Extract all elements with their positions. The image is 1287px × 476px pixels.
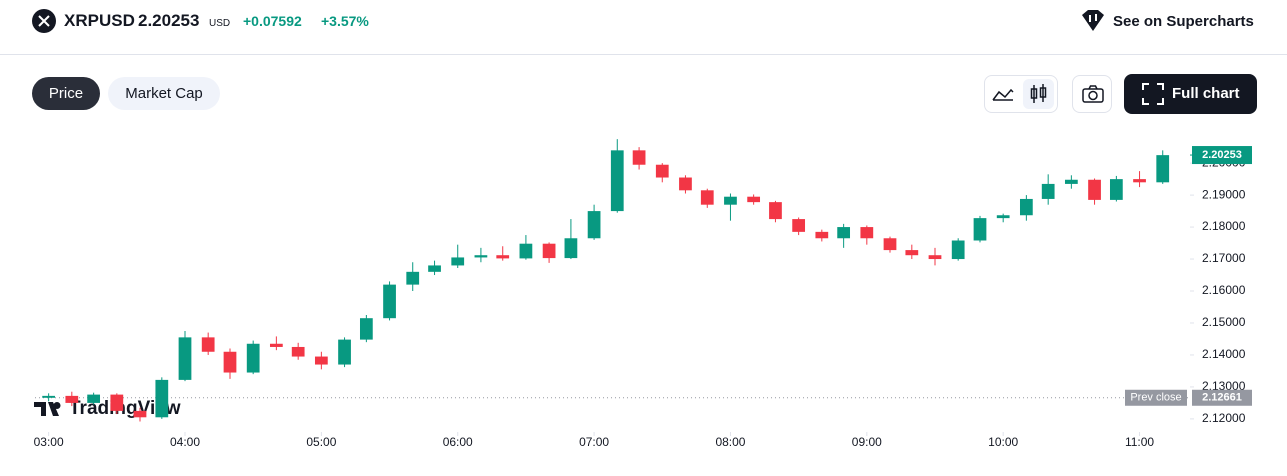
candle-body bbox=[1088, 179, 1101, 200]
full-chart-button[interactable]: Full chart bbox=[1124, 74, 1257, 114]
candle-body bbox=[951, 240, 965, 260]
last-price: 2.20253 bbox=[1202, 149, 1242, 161]
candle-body bbox=[406, 271, 420, 285]
separator bbox=[0, 54, 1287, 55]
x-tick-label: 09:00 bbox=[852, 435, 882, 449]
candle-body bbox=[133, 410, 147, 418]
candle-body bbox=[973, 218, 987, 241]
x-tick-label: 10:00 bbox=[988, 435, 1018, 449]
candle-body bbox=[110, 394, 124, 411]
candle-body bbox=[587, 211, 601, 239]
candle-body bbox=[700, 190, 714, 205]
candle-body bbox=[632, 150, 646, 165]
y-tick-label: 2.17000 bbox=[1202, 251, 1246, 265]
line-style-button[interactable] bbox=[991, 84, 1015, 104]
tab[interactable]: Price bbox=[32, 77, 100, 110]
candle-body bbox=[223, 351, 237, 373]
candle-body bbox=[655, 164, 669, 178]
tab[interactable]: Market Cap bbox=[108, 77, 220, 110]
candle-body bbox=[359, 318, 373, 340]
candle-body bbox=[610, 150, 624, 212]
candle-body bbox=[928, 255, 942, 260]
x-tick-label: 05:00 bbox=[306, 435, 336, 449]
watermark-text: TradingView bbox=[69, 398, 181, 419]
prev-close-tag bbox=[1125, 389, 1187, 406]
price: 2.20253 bbox=[138, 11, 200, 30]
y-tick-label: 2.14000 bbox=[1202, 347, 1246, 361]
x-tick-label: 04:00 bbox=[170, 435, 200, 449]
candle-body bbox=[679, 177, 692, 191]
x-tick-label: 11:00 bbox=[1125, 435, 1154, 449]
chart-style-group bbox=[984, 75, 1058, 113]
candle-body bbox=[314, 356, 328, 365]
candle-body bbox=[1156, 155, 1170, 183]
candle-body bbox=[996, 215, 1010, 219]
candle-body bbox=[201, 337, 215, 352]
candle-body bbox=[1041, 183, 1055, 199]
candle-body bbox=[792, 219, 806, 232]
candle-body bbox=[747, 196, 761, 203]
y-tick-label: 2.13000 bbox=[1202, 379, 1246, 393]
prev-close-value: 2.12661 bbox=[1202, 392, 1242, 404]
candle-body bbox=[837, 227, 851, 239]
candle-body bbox=[519, 243, 533, 259]
y-tick-label: 2.19000 bbox=[1202, 187, 1246, 201]
candle-style-button[interactable] bbox=[1023, 79, 1054, 109]
candle-body bbox=[65, 395, 79, 403]
symbol: XRPUSD bbox=[64, 11, 135, 30]
y-tick-label: 2.15000 bbox=[1202, 315, 1246, 329]
candle-body bbox=[883, 238, 897, 251]
candle-body bbox=[178, 337, 192, 380]
x-tick-label: 08:00 bbox=[715, 435, 745, 449]
candle-body bbox=[428, 265, 441, 272]
candle-body bbox=[1064, 179, 1078, 184]
x-tick-label: 07:00 bbox=[579, 435, 609, 449]
currency: USD bbox=[209, 18, 231, 29]
change: +0.07592 bbox=[243, 13, 302, 29]
candle-body bbox=[383, 284, 396, 319]
candle-body bbox=[905, 250, 919, 256]
y-tick-label: 2.12000 bbox=[1202, 411, 1246, 425]
candle-body bbox=[542, 243, 556, 259]
candle-body bbox=[564, 238, 578, 259]
x-tick-label: 06:00 bbox=[443, 435, 473, 449]
candle-body bbox=[1133, 179, 1146, 183]
change-percent: +3.57% bbox=[321, 13, 369, 29]
supercharts-icon[interactable] bbox=[1080, 9, 1106, 33]
last-price-tag bbox=[1192, 146, 1252, 165]
candle-body bbox=[155, 379, 169, 418]
prev-close-label: Prev close bbox=[1130, 392, 1181, 404]
full-chart-label: Full chart bbox=[1172, 85, 1240, 102]
candle-body bbox=[42, 395, 56, 398]
symbol-icon bbox=[32, 9, 56, 33]
snapshot-button[interactable] bbox=[1072, 75, 1112, 113]
candle-body bbox=[291, 346, 305, 357]
candle-body bbox=[815, 231, 829, 239]
x-tick-label: 03:00 bbox=[34, 435, 64, 449]
candle-body bbox=[1019, 198, 1033, 216]
prev-close-value-tag bbox=[1192, 389, 1252, 406]
candle-body bbox=[496, 255, 510, 259]
candle-body bbox=[246, 343, 260, 373]
candle-body bbox=[724, 196, 737, 205]
candle-body bbox=[269, 343, 283, 347]
candle-body bbox=[769, 202, 782, 220]
watermark: TradingView bbox=[34, 398, 181, 419]
y-tick-label: 2.18000 bbox=[1202, 219, 1246, 233]
supercharts-link[interactable]: See on Supercharts bbox=[1113, 13, 1254, 30]
candle-body bbox=[1109, 179, 1123, 200]
candle-body bbox=[87, 394, 101, 403]
candle-body bbox=[474, 255, 488, 258]
candle-body bbox=[338, 339, 351, 365]
candle-body bbox=[860, 227, 874, 239]
y-tick-label: 2.16000 bbox=[1202, 283, 1246, 297]
candle-body bbox=[451, 257, 465, 266]
